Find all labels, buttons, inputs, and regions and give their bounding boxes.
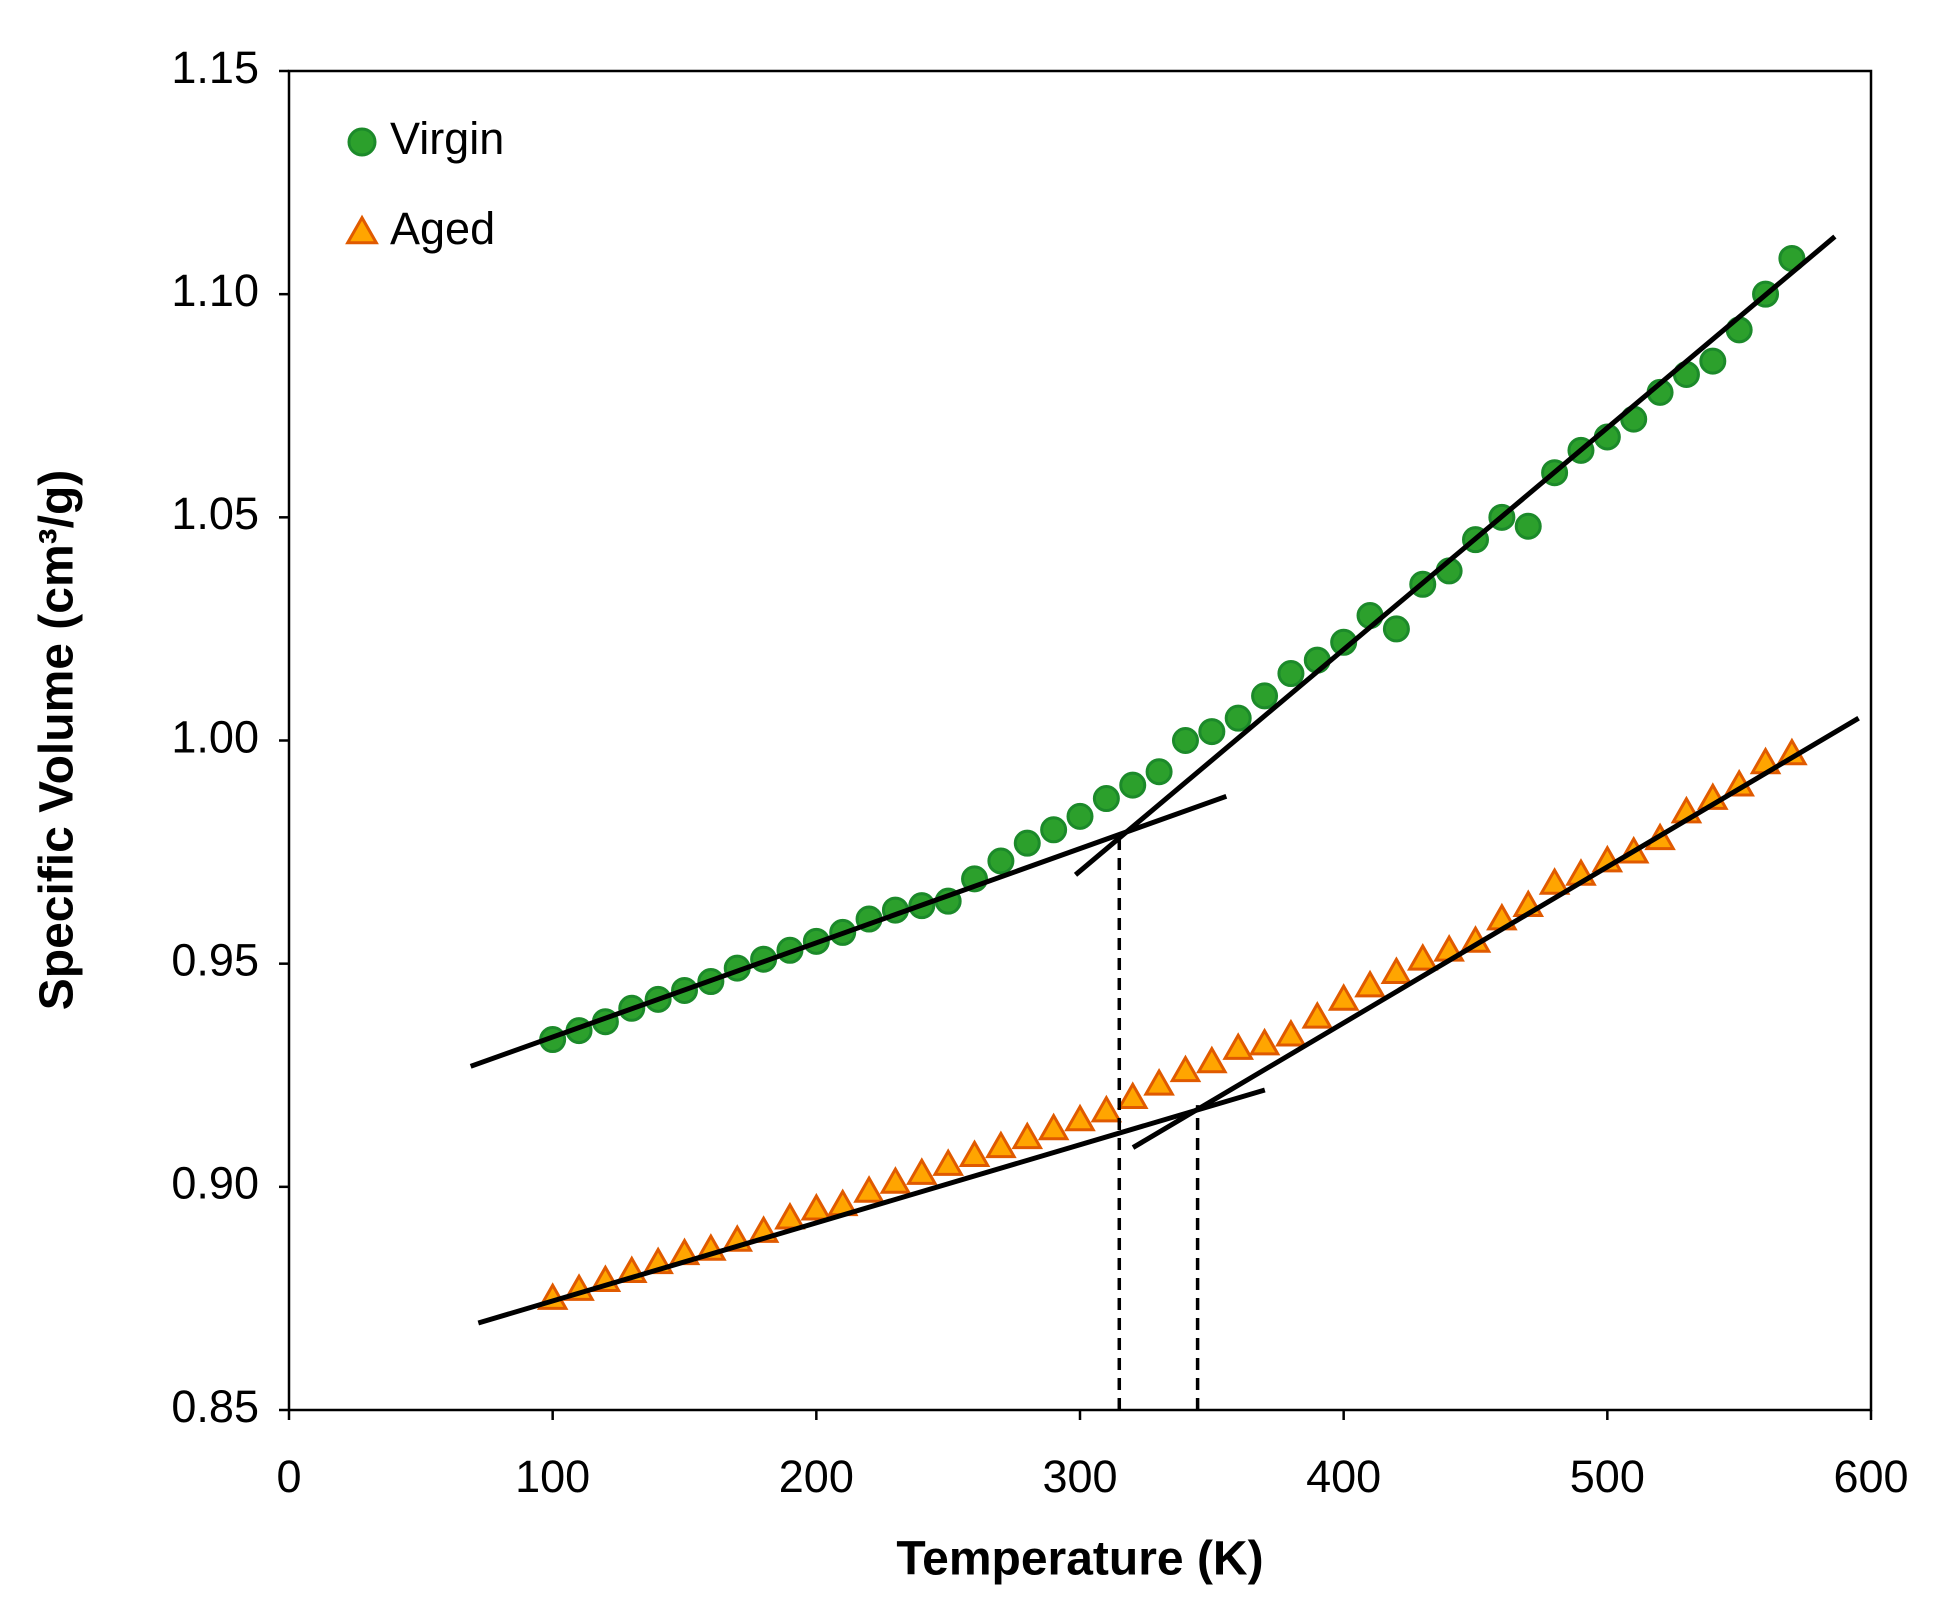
fit-line bbox=[1131, 716, 1860, 1150]
y-tick-label: 0.85 bbox=[171, 1381, 259, 1432]
circle-marker bbox=[1040, 816, 1068, 844]
triangle-marker bbox=[1116, 1081, 1149, 1109]
triangle-marker bbox=[932, 1148, 964, 1176]
triangle-marker bbox=[1538, 867, 1571, 895]
triangle-marker bbox=[800, 1192, 833, 1221]
triangle-marker bbox=[1354, 969, 1386, 998]
triangle-marker bbox=[879, 1166, 912, 1194]
triangle-marker bbox=[1196, 1045, 1228, 1074]
fit-line bbox=[469, 793, 1228, 1069]
x-tick-label: 100 bbox=[515, 1451, 590, 1502]
triangle-marker bbox=[1248, 1027, 1281, 1056]
fit-line bbox=[1073, 234, 1837, 877]
triangle-marker bbox=[1090, 1094, 1123, 1123]
circle-marker bbox=[1699, 347, 1727, 375]
x-tick-label: 300 bbox=[1042, 1451, 1117, 1502]
triangle-marker bbox=[1301, 1001, 1334, 1029]
circle-marker bbox=[1382, 615, 1410, 643]
y-tick-label: 0.90 bbox=[171, 1158, 259, 1209]
circle-marker bbox=[1119, 771, 1147, 799]
triangle-marker bbox=[1327, 983, 1360, 1011]
x-tick-label: 200 bbox=[779, 1451, 854, 1502]
legend-marker bbox=[347, 127, 377, 157]
circle-marker bbox=[987, 847, 1015, 875]
plot-frame bbox=[287, 69, 1873, 1412]
x-axis-title: Temperature (K) bbox=[896, 1533, 1263, 1586]
x-tick-label: 500 bbox=[1570, 1451, 1645, 1502]
triangle-marker bbox=[1275, 1018, 1307, 1047]
triangle-marker bbox=[1406, 942, 1439, 971]
circle-marker bbox=[1092, 785, 1120, 813]
circle-marker bbox=[1013, 829, 1041, 857]
x-tick-label: 0 bbox=[276, 1451, 301, 1502]
circle-marker bbox=[1066, 802, 1094, 830]
circle-marker bbox=[1251, 682, 1279, 710]
y-tick-label: 1.00 bbox=[171, 711, 259, 762]
legend-marker bbox=[345, 214, 379, 245]
circle-marker bbox=[1277, 660, 1305, 688]
circle-marker bbox=[1356, 602, 1384, 630]
x-tick-label: 400 bbox=[1306, 1451, 1381, 1502]
triangle-marker bbox=[1380, 956, 1413, 984]
triangle-marker bbox=[853, 1175, 885, 1203]
circle-marker bbox=[1224, 704, 1252, 732]
circle-marker bbox=[1145, 758, 1173, 786]
circle-marker bbox=[1514, 512, 1542, 540]
triangle-marker bbox=[774, 1201, 806, 1230]
triangle-marker bbox=[1064, 1103, 1096, 1132]
triangle-marker bbox=[906, 1157, 938, 1185]
y-tick-label: 1.05 bbox=[171, 488, 259, 539]
triangle-marker bbox=[1222, 1032, 1254, 1060]
x-tick-label: 600 bbox=[1833, 1451, 1908, 1502]
y-tick-label: 1.10 bbox=[171, 265, 259, 316]
triangle-marker bbox=[1169, 1054, 1202, 1083]
fit-line bbox=[477, 1087, 1266, 1326]
triangle-marker bbox=[985, 1130, 1017, 1159]
triangle-marker bbox=[958, 1139, 991, 1167]
triangle-marker bbox=[1143, 1067, 1175, 1096]
legend-label: Aged bbox=[390, 203, 495, 254]
legend-label: Virgin bbox=[390, 113, 504, 164]
y-tick-label: 0.95 bbox=[171, 935, 259, 986]
y-tick-label: 1.15 bbox=[171, 42, 259, 93]
circle-marker bbox=[1171, 727, 1199, 754]
triangle-marker bbox=[1011, 1121, 1044, 1150]
circle-marker bbox=[1198, 718, 1226, 746]
triangle-marker bbox=[1037, 1112, 1070, 1141]
y-axis-title: Specific Volume (cm³/g) bbox=[31, 470, 84, 1011]
